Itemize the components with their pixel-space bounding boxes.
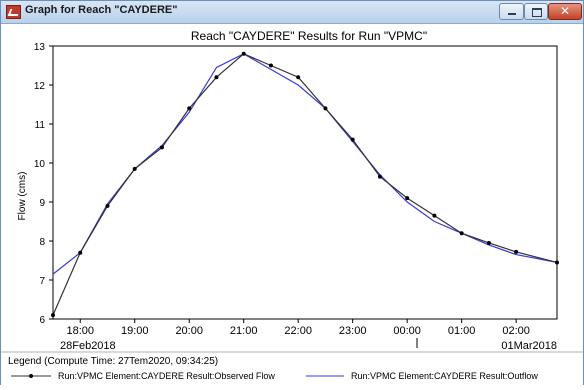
minimize-button[interactable]: [499, 3, 524, 20]
x-tick-label: 19:00: [121, 325, 149, 337]
observed-flow-point: [241, 51, 246, 56]
y-axis-label: Flow (cms): [17, 172, 28, 221]
y-tick-label: 8: [39, 237, 45, 248]
y-tick-label: 6: [39, 315, 45, 326]
observed-flow-point: [105, 203, 110, 208]
maximize-button[interactable]: [524, 3, 548, 20]
observed-flow-point: [323, 106, 328, 111]
x-tick-label: 02:00: [502, 325, 530, 337]
close-button[interactable]: ✕: [548, 3, 582, 20]
chart-app-icon: [6, 5, 21, 19]
x-tick-label: 01:00: [448, 325, 476, 337]
legend-item-observed: Run:VPMC Element:CAYDERE Result:Observed…: [11, 371, 275, 381]
series-layer: [51, 51, 559, 318]
observed-flow-point: [296, 75, 301, 80]
flow-chart: Reach "CAYDERE" Results for Run "VPMC" F…: [1, 29, 583, 381]
y-axis: 6 7 8 9 10 11 12 13: [34, 42, 53, 326]
observed-flow-point: [187, 106, 192, 111]
date-label-right: 01Mar2018: [501, 340, 557, 352]
observed-flow-point: [268, 63, 273, 68]
observed-flow-point: [214, 75, 219, 80]
y-tick-label: 9: [39, 198, 45, 209]
x-tick-label: 00:00: [393, 325, 421, 337]
x-tick-label: 20:00: [175, 325, 203, 337]
maximize-icon: [532, 8, 542, 17]
chart-title: Reach "CAYDERE" Results for Run "VPMC": [191, 29, 427, 43]
window-title: Graph for Reach "CAYDERE": [25, 4, 178, 16]
observed-flow-point: [514, 249, 519, 254]
observed-flow-line: [52, 53, 558, 316]
x-tick-label: 21:00: [230, 325, 258, 337]
x-tick-label: 18:00: [66, 325, 94, 337]
y-tick-label: 13: [34, 42, 46, 53]
observed-flow-point: [159, 145, 164, 150]
chart-area: Reach "CAYDERE" Results for Run "VPMC" F…: [1, 24, 583, 385]
plot-frame: [52, 45, 558, 320]
y-tick-label: 12: [34, 81, 46, 92]
close-icon: ✕: [559, 4, 571, 18]
y-tick-label: 11: [35, 120, 46, 131]
x-tick-label: 22:00: [284, 325, 312, 337]
observed-flow-point: [132, 166, 137, 171]
y-tick-label: 10: [34, 159, 46, 170]
x-axis: 18:00 19:00 20:00 21:00 22:00 23:00 00:00 01:00…: [66, 319, 530, 337]
observed-flow-point: [405, 196, 410, 201]
outflow-line: [52, 53, 558, 275]
legend: Legend (Compute Time: 27Tem2020, 09:34:2…: [1, 351, 583, 381]
y-tick-label: 7: [39, 276, 45, 287]
observed-flow-point: [51, 313, 55, 318]
observed-flow-point: [377, 174, 382, 179]
legend-item-outflow: Run:VPMC Element:CAYDERE Result:Outflow: [306, 371, 538, 381]
legend-title: Legend (Compute Time: 27Tem2020, 09:34:2…: [8, 356, 218, 367]
legend-label-observed: Run:VPMC Element:CAYDERE Result:Observed…: [58, 371, 275, 381]
observed-flow-point: [432, 213, 437, 218]
title-bar[interactable]: Graph for Reach "CAYDERE" ✕: [1, 1, 583, 24]
minimize-icon: [508, 13, 516, 15]
observed-flow-point: [459, 231, 464, 236]
x-tick-label: 23:00: [339, 325, 367, 337]
observed-flow-point: [555, 260, 559, 265]
observed-flow-point: [486, 240, 491, 245]
observed-flow-point: [78, 250, 83, 255]
observed-flow-point: [350, 137, 355, 142]
date-label-left: 28Feb2018: [60, 340, 116, 352]
legend-label-outflow: Run:VPMC Element:CAYDERE Result:Outflow: [351, 371, 538, 381]
